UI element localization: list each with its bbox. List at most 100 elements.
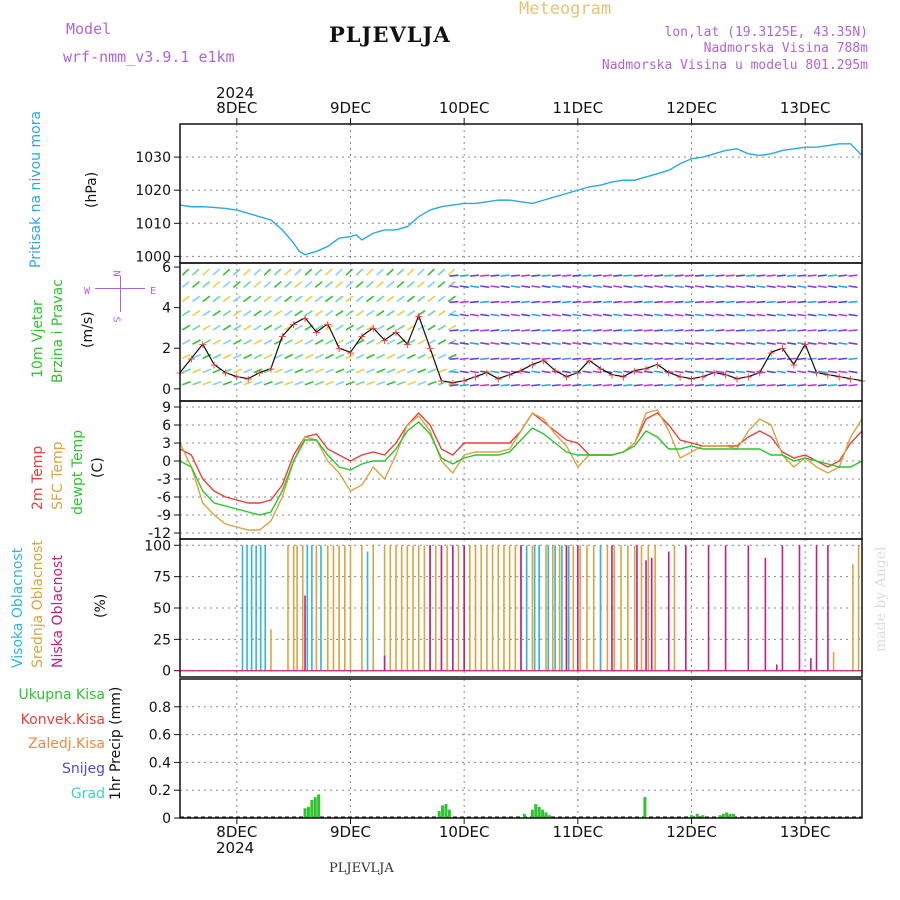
wind-arrow — [674, 370, 684, 374]
wind-speed-marker: + — [403, 338, 412, 351]
wind-arrow — [284, 295, 293, 303]
wind-arrow — [756, 313, 766, 317]
wind-arrow — [797, 274, 807, 277]
wind-arrow — [746, 342, 756, 345]
wind-arrow — [232, 295, 242, 303]
wind-arrow — [766, 329, 776, 332]
wind-speed-marker: + — [380, 334, 389, 347]
wind-arrow — [304, 280, 313, 288]
wind-arrow — [664, 342, 674, 345]
wind-speed-marker: + — [573, 367, 582, 380]
wind-arrow — [181, 339, 191, 345]
precip-bar — [544, 812, 548, 818]
bottom-day-label: 12DEC — [666, 823, 717, 841]
wind-speed-marker: + — [232, 371, 241, 384]
wind-arrow — [643, 329, 653, 332]
wind-arrow — [314, 295, 323, 303]
compass-west: W — [84, 286, 91, 297]
wind-arrow — [807, 357, 817, 361]
top-day-label: 11DEC — [553, 99, 604, 117]
wind-arrow — [613, 329, 623, 332]
wind-arrow — [746, 313, 756, 317]
wind-arrow — [345, 310, 354, 317]
wind-arrow — [694, 285, 705, 289]
wind-arrow — [386, 310, 395, 317]
wind-arrow — [643, 370, 653, 374]
wind-arrow — [437, 353, 447, 360]
wind-arrow — [294, 324, 303, 331]
wind-arrow — [684, 285, 694, 289]
page-title: PLJEVLJA — [329, 22, 451, 47]
wind-arrow — [365, 280, 374, 288]
y-tick-label: 0 — [162, 454, 171, 470]
wind-arrow — [181, 295, 190, 303]
wind-arrow — [406, 295, 415, 303]
wind-speed-marker: + — [414, 310, 423, 323]
wind-arrow — [827, 300, 838, 304]
wind-speed-marker: + — [846, 373, 855, 386]
wind-arrow — [797, 313, 807, 317]
wind-arrow — [807, 383, 817, 387]
top-day-label: 8DEC — [216, 99, 257, 117]
wind-arrow — [654, 342, 664, 345]
wind-arrow — [787, 357, 797, 361]
wind-arrow — [284, 368, 294, 374]
wind-arrow — [233, 324, 242, 331]
wind-arrow — [572, 357, 582, 361]
wind-arrow — [684, 383, 694, 387]
wind-arrow — [674, 357, 684, 361]
wind-speed-marker: + — [835, 371, 844, 384]
wind-arrow — [735, 342, 746, 345]
wind-arrow — [304, 295, 313, 303]
wind-arrow — [417, 268, 425, 276]
wind-arrow — [694, 357, 705, 361]
wind-arrow — [756, 383, 766, 387]
wind-arrow — [202, 368, 212, 374]
wind-speed-marker: + — [596, 363, 605, 376]
wind-arrow — [386, 280, 395, 288]
wind-arrow — [304, 380, 314, 386]
wind-arrow — [654, 329, 664, 332]
wind-arrow — [602, 329, 613, 332]
precip-bar — [522, 813, 526, 818]
wind-arrow — [521, 383, 531, 387]
wind-arrow — [490, 342, 500, 345]
wind-arrow — [480, 329, 490, 332]
wind-arrow — [191, 280, 200, 288]
wind-arrow — [490, 329, 500, 332]
wind-speed-marker: + — [766, 346, 775, 359]
wind-arrow — [437, 324, 447, 331]
wind-arrow — [253, 295, 262, 303]
wind-speed-marker: + — [562, 371, 571, 384]
wind-arrow — [437, 280, 446, 288]
precip-bar — [313, 797, 317, 818]
wind-arrow — [521, 285, 531, 289]
wind-arrow — [233, 339, 242, 345]
wind-arrow — [521, 274, 531, 277]
wind-arrow — [396, 380, 406, 386]
wind-arrow — [817, 357, 827, 361]
wind-arrow — [222, 295, 231, 303]
wind-speed-marker: + — [460, 375, 469, 388]
wind-arrow — [406, 268, 415, 276]
y-tick-label: 25 — [153, 632, 171, 648]
wind-arrow — [827, 329, 838, 332]
wind-arrow — [561, 329, 572, 332]
wind-arrow — [613, 342, 623, 345]
wind-arrow — [766, 383, 776, 387]
wind-speed-marker: + — [289, 318, 298, 331]
wind-arrow — [602, 357, 613, 361]
wind-arrow — [233, 368, 243, 374]
wind-arrow — [592, 313, 602, 317]
wind-arrow — [500, 274, 510, 277]
wind-arrow — [817, 285, 827, 289]
wind-arrow — [705, 329, 715, 332]
wind-arrow — [674, 313, 684, 317]
wind-arrow — [848, 329, 858, 332]
wind-arrow — [284, 310, 293, 317]
wind-arrow — [674, 300, 684, 304]
wind-arrow — [480, 274, 490, 277]
wind-arrow — [694, 313, 705, 317]
wind-arrow — [643, 313, 653, 317]
wind-arrow — [776, 300, 786, 304]
